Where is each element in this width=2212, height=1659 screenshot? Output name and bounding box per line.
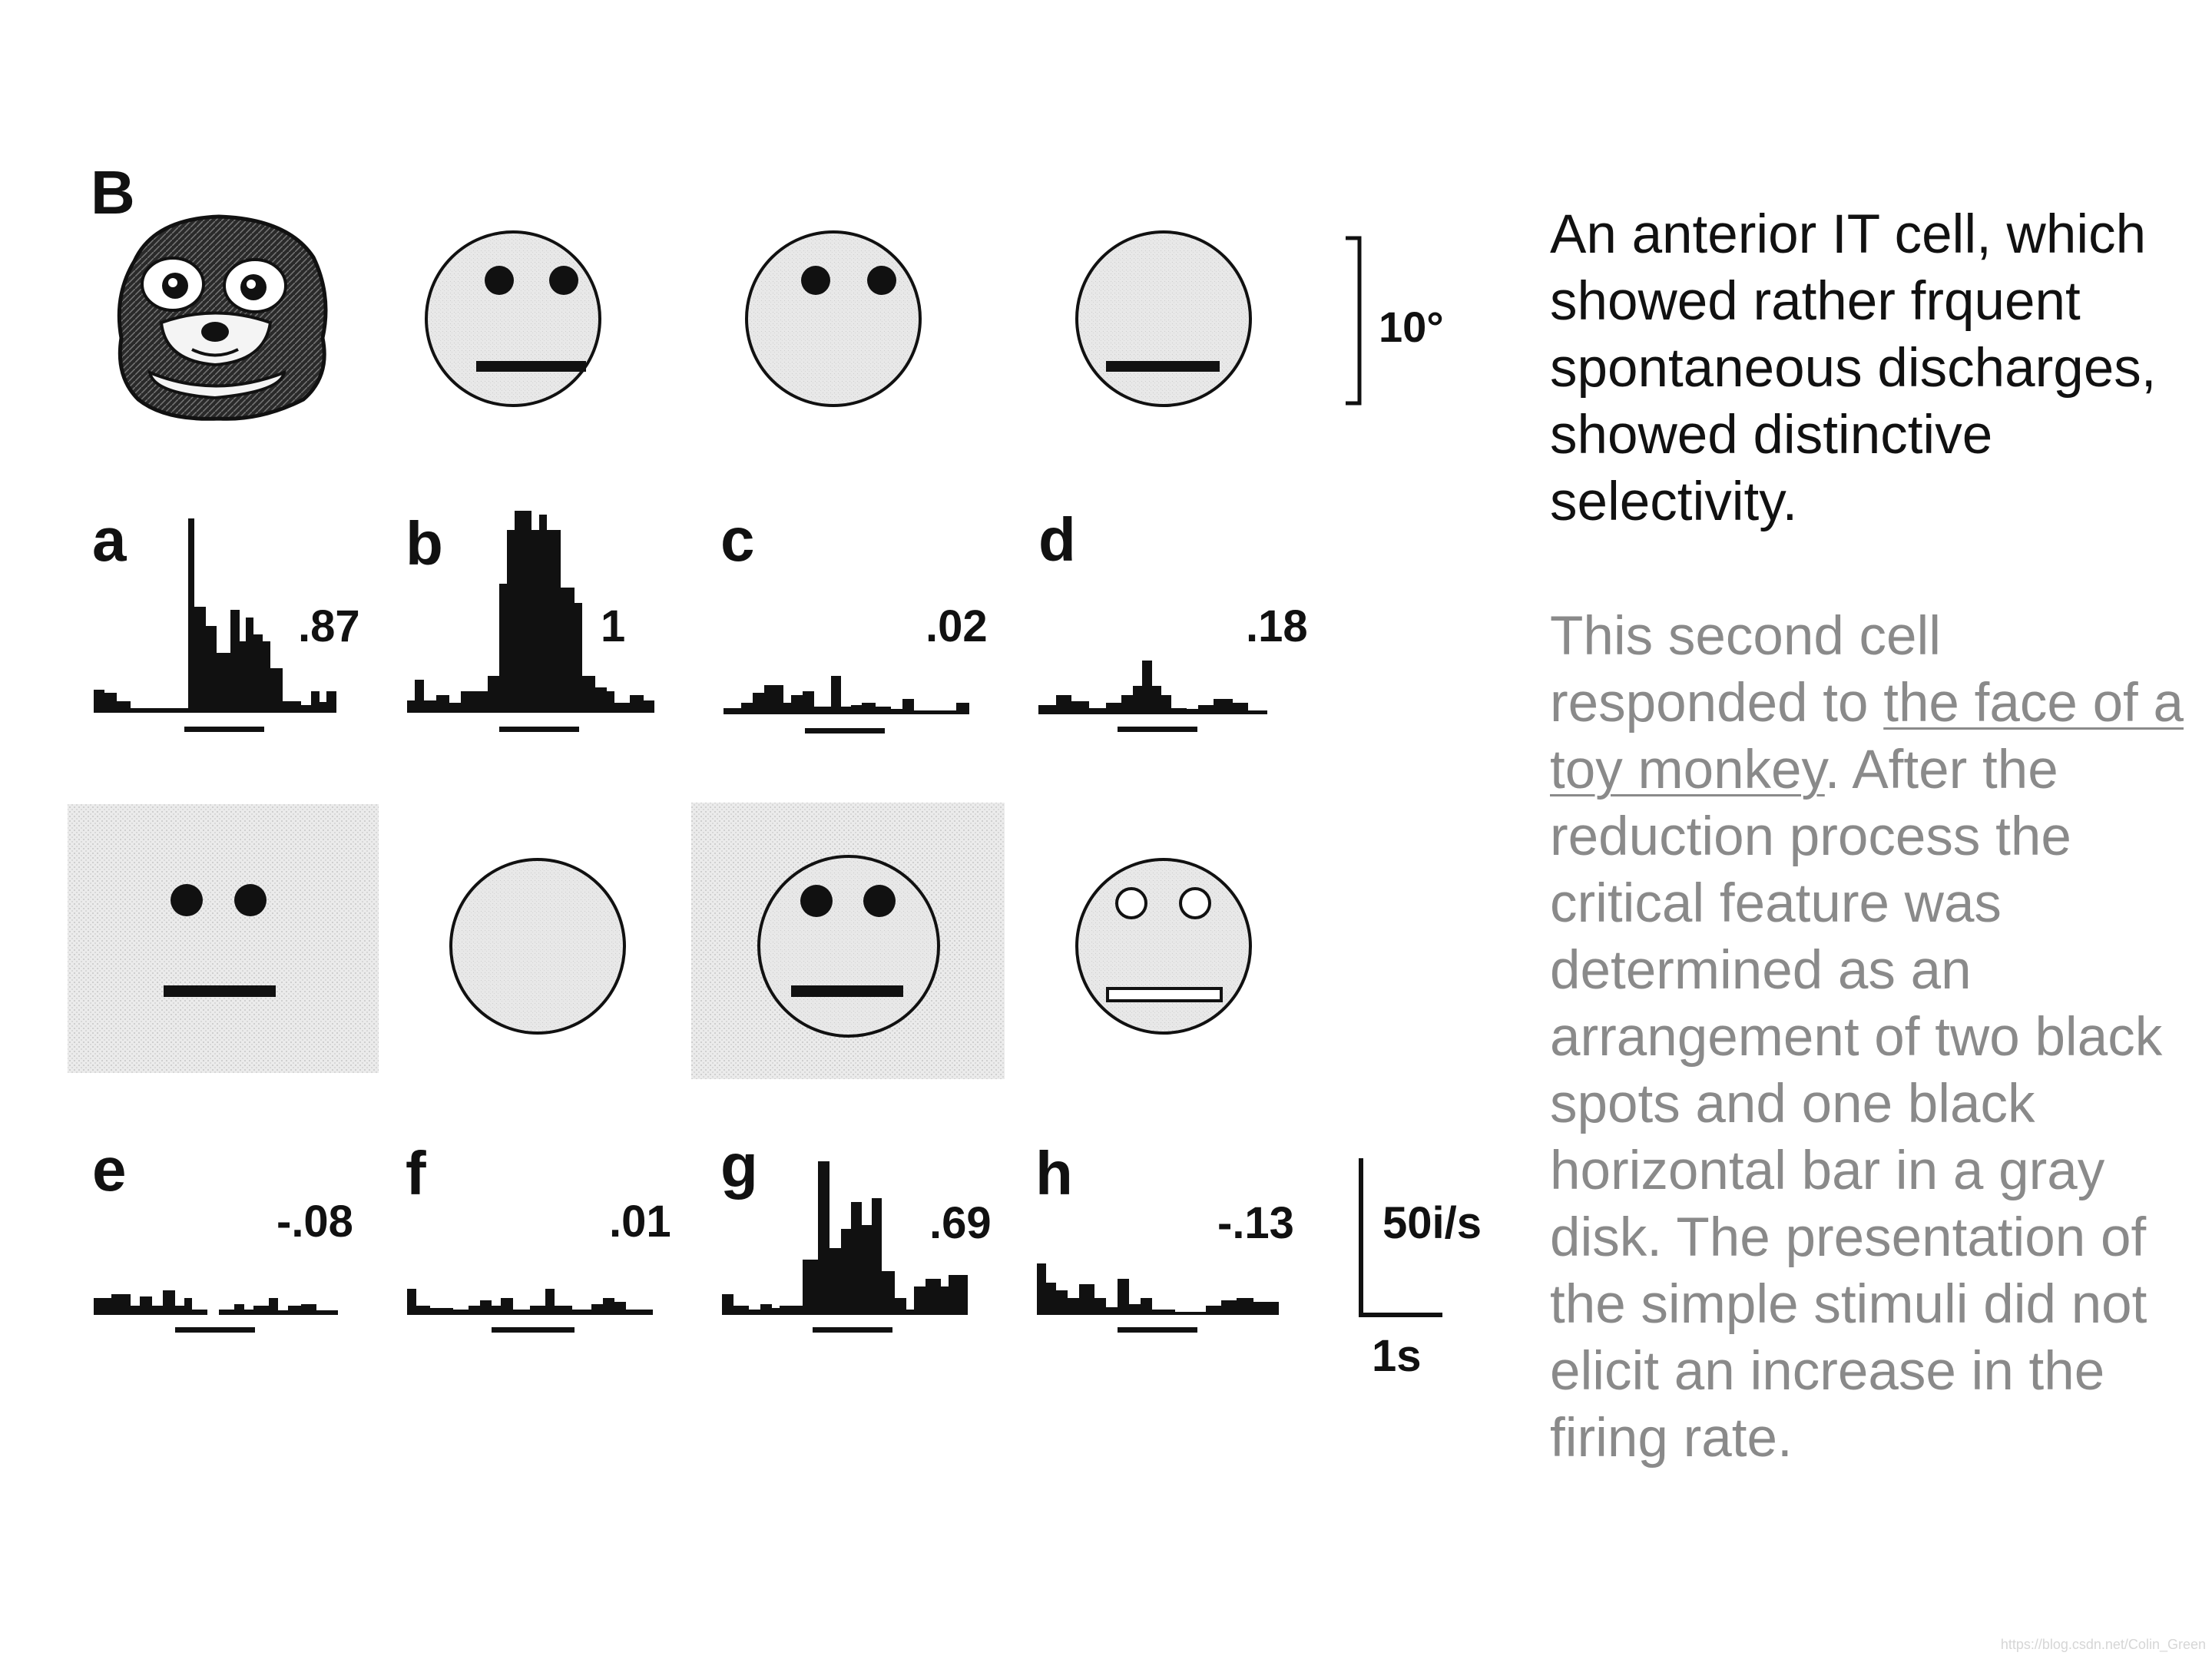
- psth-histogram: [1037, 1263, 1279, 1315]
- stimulus-bar: [175, 1327, 255, 1333]
- psth-histogram: [94, 1290, 338, 1315]
- psth-histogram: [407, 1289, 653, 1315]
- stimulus-bar: [1118, 727, 1197, 732]
- response-value: .01: [609, 1197, 671, 1247]
- response-value: 1: [601, 601, 625, 651]
- psth-histogram: [94, 518, 336, 713]
- panel-letter: g: [720, 1131, 758, 1200]
- scale-bar-rate-time: 50i/s 1s: [1359, 1158, 1482, 1381]
- response-value: .02: [926, 601, 988, 651]
- stimulus-gray-disk-bar: [1075, 230, 1252, 407]
- stimulus-spots-bar-on-gray-square: [68, 804, 379, 1073]
- response-value: .87: [298, 601, 360, 651]
- psth-histogram: [722, 1161, 968, 1315]
- psth-panel-c: c .02: [720, 505, 988, 733]
- caption-gray-text-start: This second cell responded to: [1550, 606, 1942, 733]
- response-value: .69: [929, 1198, 992, 1248]
- psth-panel-b: b 1: [406, 509, 654, 732]
- stimulus-gray-disk-two-spots-bar: [425, 230, 601, 407]
- psth-panel-e: e -.08: [92, 1135, 353, 1333]
- stimulus-bar: [184, 727, 264, 732]
- panel-letter: a: [92, 505, 127, 574]
- response-value: -.08: [276, 1197, 353, 1247]
- response-value: -.13: [1217, 1198, 1294, 1248]
- psth-panel-f: f .01: [406, 1139, 671, 1333]
- panel-label: B: [91, 158, 135, 227]
- stimulus-gray-disk-empty: [449, 858, 626, 1035]
- stimulus-bar: [492, 1327, 575, 1333]
- psth-panel-d: d .18: [1038, 505, 1308, 732]
- panel-letter: h: [1035, 1139, 1073, 1207]
- caption-gray-paragraph: This second cell responded to the face o…: [1550, 603, 2210, 1472]
- response-value: .18: [1246, 601, 1308, 651]
- toy-monkey-link[interactable]: the face of a toy monkey: [1550, 673, 2184, 800]
- psth-histogram: [724, 676, 969, 714]
- stimulus-disk-white-spots-white-bar: [1075, 858, 1252, 1035]
- scale-time-label: 1s: [1372, 1331, 1422, 1381]
- scale-degree-label: 10°: [1379, 303, 1444, 351]
- panel-letter: e: [92, 1135, 127, 1204]
- stimulus-disk-spots-bar-on-gray-square: [691, 803, 1005, 1079]
- psth-panel-a: a .87: [92, 505, 360, 732]
- stimulus-bar: [499, 727, 579, 732]
- stimulus-toy-monkey-face: [117, 214, 328, 421]
- panel-letter: b: [406, 509, 443, 578]
- stimulus-bar: [813, 1327, 892, 1333]
- caption-black-paragraph: An anterior IT cell, which showed rather…: [1550, 204, 2157, 532]
- caption-gray-text-end: . After the reduction process the critic…: [1550, 740, 2163, 1469]
- scale-bar-degrees: 10°: [1346, 236, 1444, 406]
- panel-letter: c: [720, 505, 755, 574]
- psth-histogram: [407, 511, 654, 713]
- psth-histogram: [1038, 661, 1267, 714]
- psth-panel-g: g .69: [720, 1131, 992, 1333]
- stimulus-bar: [1118, 1327, 1197, 1333]
- panel-letter: f: [406, 1139, 426, 1207]
- watermark: https://blog.csdn.net/Colin_Green: [2000, 1637, 2206, 1652]
- panel-letter: d: [1038, 505, 1076, 574]
- stimulus-bar: [805, 728, 885, 733]
- psth-panel-h: h -.13: [1035, 1139, 1294, 1333]
- scale-rate-label: 50i/s: [1382, 1198, 1482, 1248]
- stimulus-gray-disk-two-spots: [745, 230, 922, 407]
